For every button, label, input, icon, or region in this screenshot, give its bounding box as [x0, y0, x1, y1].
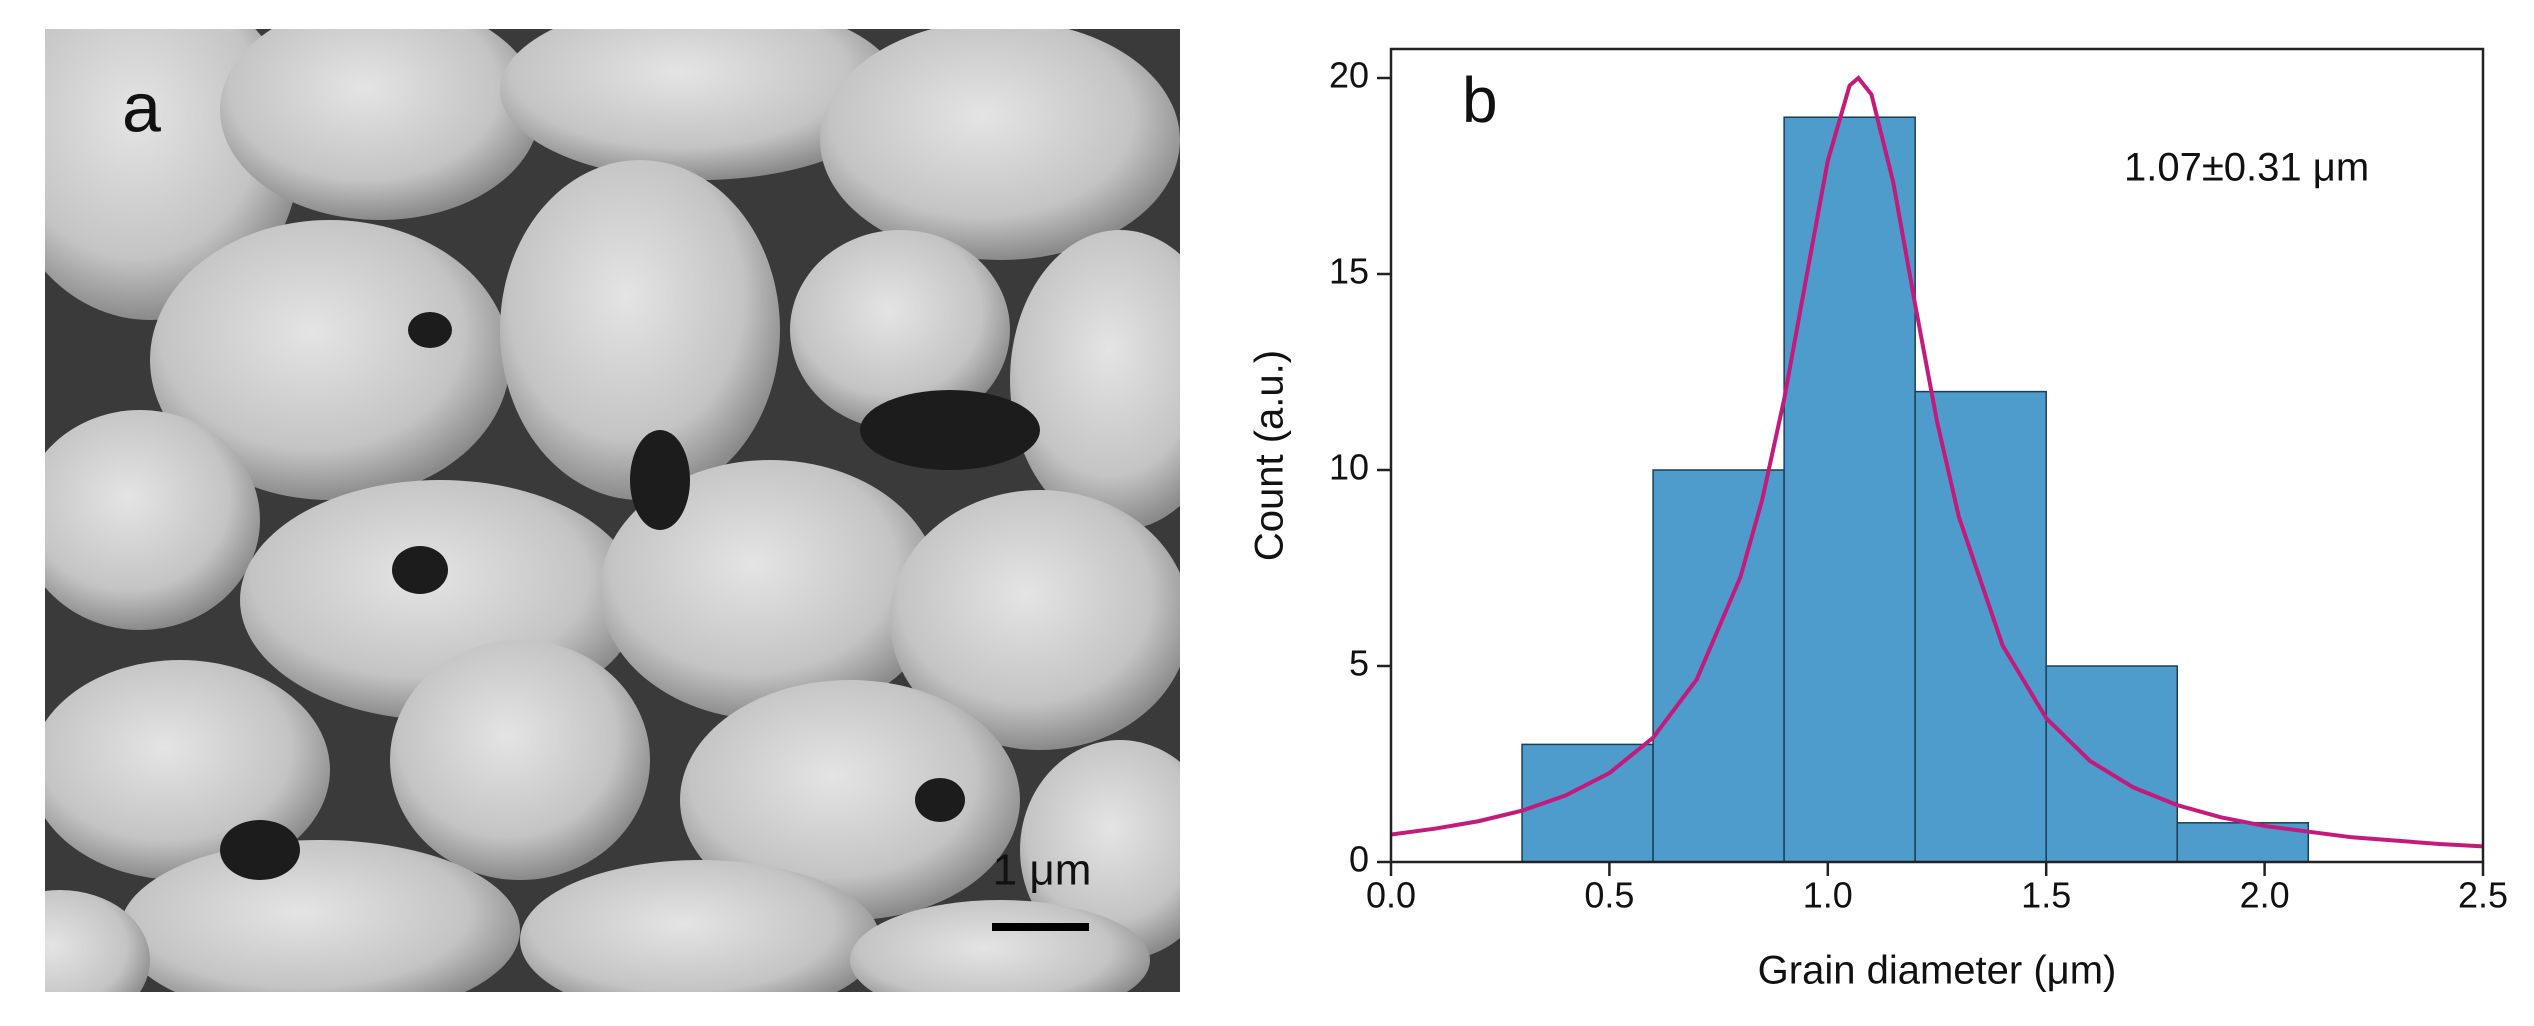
x-tick-label: 1.0: [1803, 875, 1853, 916]
x-tick-label: 1.5: [2021, 875, 2071, 916]
bar: [1914, 390, 2047, 863]
y-tick-label: 20: [1329, 55, 1369, 96]
fit-line: [1391, 75, 2483, 849]
bar: [2045, 665, 2178, 863]
x-tick-label: 2.5: [2458, 875, 2508, 916]
plot-frame: [1389, 47, 2485, 864]
y-tick-label: 15: [1329, 251, 1369, 292]
panel-label: b: [1462, 64, 1498, 136]
x-tick-label: 0.0: [1366, 875, 1416, 916]
panel-label: a: [122, 68, 161, 146]
x-tick-label: 0.5: [1584, 875, 1634, 916]
y-tick-label: 0: [1349, 839, 1369, 880]
y-tick-label: 10: [1329, 447, 1369, 488]
sem-image: [45, 29, 1180, 992]
annotation: 1.07±0.31 μm: [2124, 146, 2369, 190]
bar: [1652, 469, 1785, 863]
x-tick-label: 2.0: [2240, 875, 2290, 916]
x-axis-title: Grain diameter (μm): [1758, 949, 2117, 993]
y-axis-title: Count (a.u.): [1248, 350, 1292, 561]
y-tick-label: 5: [1349, 643, 1369, 684]
bar: [1783, 116, 1916, 863]
scale-bar-label: 1 μm: [993, 846, 1092, 895]
chart: 0.0 0.5 1.0 1.5 2.0 2.5 0 5 10 15 20 Grain diameter…: [1248, 47, 2508, 993]
